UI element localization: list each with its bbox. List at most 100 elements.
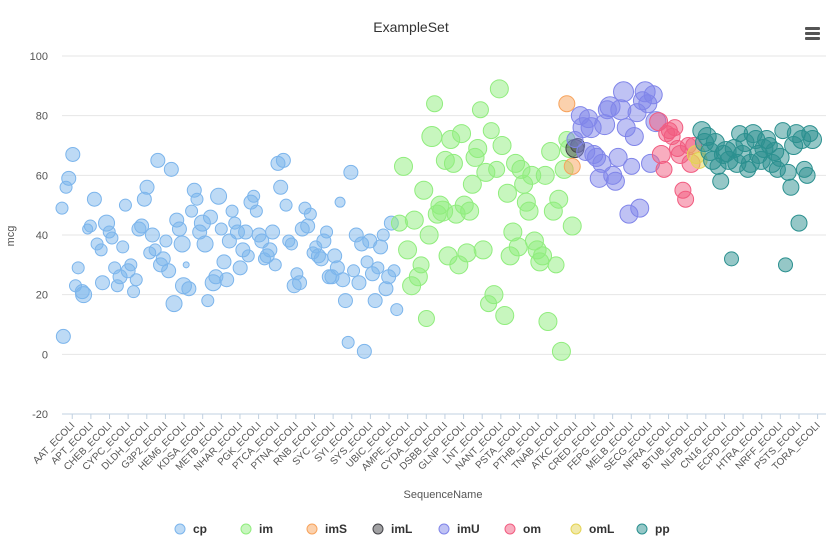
data-point[interactable] (335, 272, 351, 288)
legend-item-imU[interactable]: imU (438, 522, 480, 536)
data-point[interactable] (159, 234, 173, 248)
data-point[interactable] (541, 141, 561, 161)
data-point[interactable] (202, 209, 218, 225)
data-point[interactable] (468, 138, 488, 158)
data-point[interactable] (677, 190, 695, 208)
data-point[interactable] (65, 146, 81, 162)
data-point[interactable] (144, 227, 160, 243)
data-point[interactable] (457, 243, 477, 263)
data-point[interactable] (551, 341, 571, 361)
data-point[interactable] (94, 275, 110, 291)
data-point[interactable] (216, 254, 232, 270)
data-point[interactable] (292, 275, 308, 291)
data-point[interactable] (508, 237, 528, 257)
data-point[interactable] (163, 161, 179, 177)
data-point[interactable] (630, 198, 650, 218)
data-point[interactable] (549, 189, 569, 209)
data-point[interactable] (300, 218, 316, 234)
data-point[interactable] (268, 258, 282, 272)
data-point[interactable] (412, 256, 430, 274)
data-point[interactable] (61, 170, 77, 186)
data-point[interactable] (265, 224, 281, 240)
data-point[interactable] (605, 171, 625, 191)
hamburger-menu-icon[interactable] (799, 22, 825, 44)
data-point[interactable] (419, 225, 439, 245)
data-point[interactable] (489, 79, 509, 99)
data-point[interactable] (610, 99, 632, 121)
data-point[interactable] (712, 172, 730, 190)
legend-item-cp[interactable]: cp (174, 522, 207, 536)
data-point[interactable] (75, 286, 93, 304)
data-point[interactable] (460, 201, 480, 221)
data-point[interactable] (148, 243, 162, 257)
data-point[interactable] (484, 285, 504, 305)
data-point[interactable] (488, 160, 506, 178)
data-point[interactable] (798, 166, 816, 184)
data-point[interactable] (547, 256, 565, 274)
data-point[interactable] (608, 147, 628, 167)
data-point[interactable] (495, 306, 515, 326)
data-point[interactable] (655, 160, 673, 178)
data-point[interactable] (161, 263, 177, 279)
data-point[interactable] (497, 183, 517, 203)
legend-item-pp[interactable]: pp (636, 522, 670, 536)
data-point[interactable] (387, 264, 401, 278)
data-point[interactable] (558, 95, 576, 113)
data-point[interactable] (181, 281, 197, 297)
data-point[interactable] (462, 174, 482, 194)
data-point[interactable] (562, 216, 582, 236)
data-point[interactable] (173, 235, 191, 253)
data-point[interactable] (165, 295, 183, 313)
data-point[interactable] (94, 243, 108, 257)
data-point[interactable] (279, 198, 293, 212)
data-point[interactable] (803, 130, 823, 150)
data-point[interactable] (71, 261, 85, 275)
data-point[interactable] (535, 165, 555, 185)
data-point[interactable] (182, 261, 190, 269)
data-point[interactable] (196, 235, 214, 253)
data-point[interactable] (116, 240, 130, 254)
data-point[interactable] (443, 153, 463, 173)
data-point[interactable] (471, 101, 489, 119)
data-point[interactable] (55, 201, 69, 215)
data-point[interactable] (404, 210, 424, 230)
legend-item-omL[interactable]: omL (570, 522, 614, 536)
data-point[interactable] (210, 187, 228, 205)
data-point[interactable] (770, 147, 790, 167)
legend-item-imL[interactable]: imL (372, 522, 412, 536)
data-point[interactable] (238, 224, 254, 240)
data-point[interactable] (390, 214, 408, 232)
data-point[interactable] (779, 163, 797, 181)
data-point[interactable] (666, 119, 684, 137)
data-point[interactable] (563, 157, 581, 175)
data-point[interactable] (275, 152, 291, 168)
data-point[interactable] (225, 204, 239, 218)
data-point[interactable] (334, 196, 346, 208)
data-point[interactable] (613, 81, 635, 103)
data-point[interactable] (351, 275, 367, 291)
data-point[interactable] (373, 239, 389, 255)
data-point[interactable] (214, 222, 228, 236)
data-point[interactable] (473, 240, 493, 260)
data-point[interactable] (624, 127, 644, 147)
data-point[interactable] (320, 225, 334, 239)
data-point[interactable] (262, 242, 278, 258)
data-point[interactable] (303, 207, 317, 221)
data-point[interactable] (129, 273, 143, 287)
data-point[interactable] (134, 218, 150, 234)
data-point[interactable] (492, 136, 512, 155)
data-point[interactable] (417, 310, 435, 328)
data-point[interactable] (185, 204, 199, 218)
data-point[interactable] (150, 152, 166, 168)
data-point[interactable] (356, 343, 372, 359)
data-point[interactable] (83, 219, 97, 233)
data-point[interactable] (394, 156, 414, 176)
data-point[interactable] (341, 335, 355, 349)
data-point[interactable] (124, 258, 138, 272)
data-point[interactable] (421, 126, 443, 148)
data-point[interactable] (398, 240, 418, 260)
data-point[interactable] (284, 237, 298, 251)
data-point[interactable] (313, 251, 329, 267)
data-point[interactable] (190, 192, 204, 206)
data-point[interactable] (538, 312, 558, 332)
